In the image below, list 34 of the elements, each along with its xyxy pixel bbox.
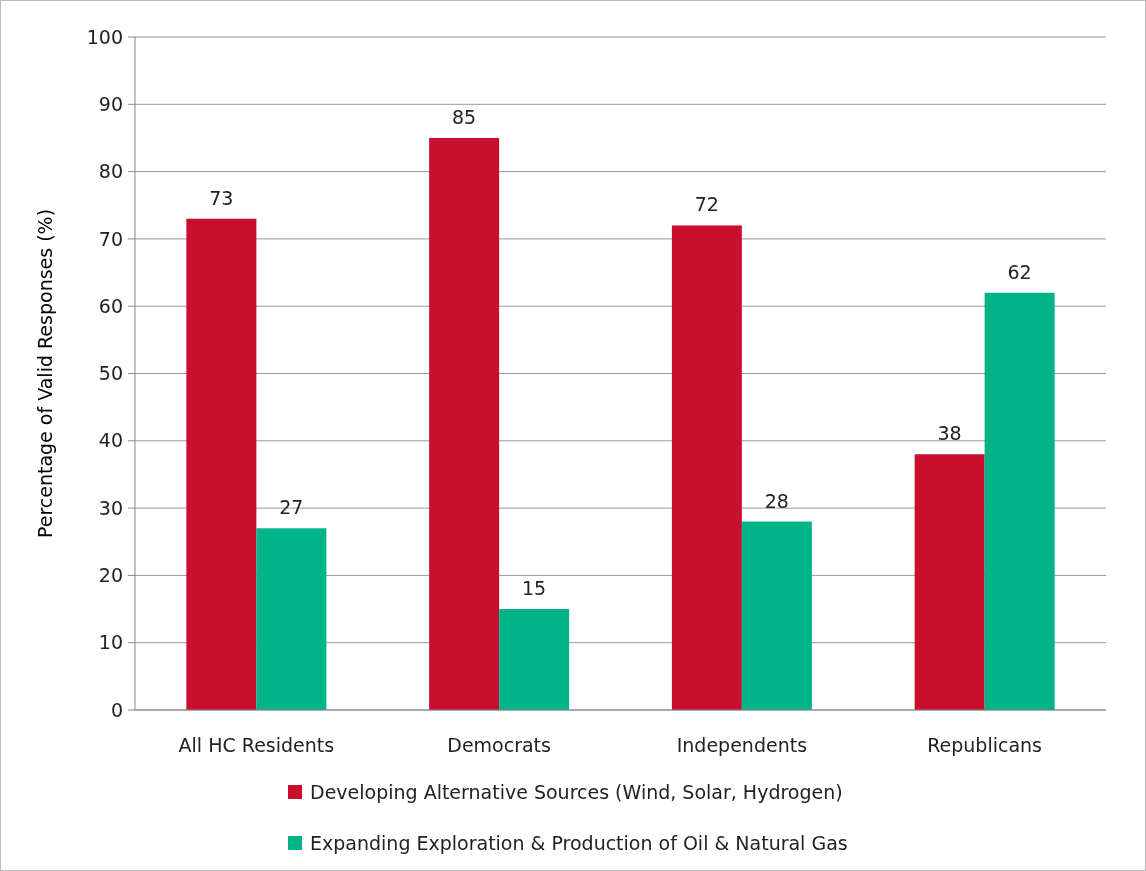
x-tick-label: Republicans: [927, 734, 1043, 756]
y-tick-label: 20: [98, 564, 123, 587]
y-tick-label: 0: [110, 698, 123, 721]
bar: [914, 454, 985, 710]
data-label: 62: [1007, 260, 1032, 283]
bar: [256, 528, 327, 710]
y-axis-title: Percentage of Valid Responses (%): [34, 208, 56, 539]
data-label: 38: [937, 422, 962, 445]
data-label: 85: [452, 105, 477, 128]
y-tick-label: 60: [98, 294, 123, 317]
y-tick-label: 70: [98, 227, 123, 250]
bar: [186, 218, 257, 710]
y-tick-label: 50: [98, 362, 123, 385]
bar: [429, 137, 500, 710]
bar: [741, 521, 812, 710]
data-label: 72: [694, 193, 719, 216]
x-tick-label: Democrats: [447, 734, 551, 756]
x-tick-label: All HC Residents: [178, 734, 335, 756]
y-tick-label: 80: [98, 160, 123, 183]
y-tick-label: 10: [98, 631, 123, 654]
x-tick-label: Independents: [676, 734, 808, 756]
data-label: 15: [522, 577, 547, 600]
y-tick-label: 100: [86, 25, 123, 48]
bar: [499, 609, 570, 710]
data-label: 73: [209, 186, 234, 209]
bar: [671, 225, 742, 710]
data-label: 28: [764, 489, 789, 512]
data-label: 27: [279, 496, 304, 519]
legend-label: Expanding Exploration & Production of Oil & Natural Gas: [310, 831, 848, 854]
bar: [984, 292, 1055, 710]
y-tick-label: 40: [98, 429, 123, 452]
legend-label: Developing Alternative Sources (Wind, Solar, Hydrogen): [310, 780, 843, 803]
y-tick-label: 30: [98, 496, 123, 519]
y-tick-label: 90: [98, 92, 123, 115]
